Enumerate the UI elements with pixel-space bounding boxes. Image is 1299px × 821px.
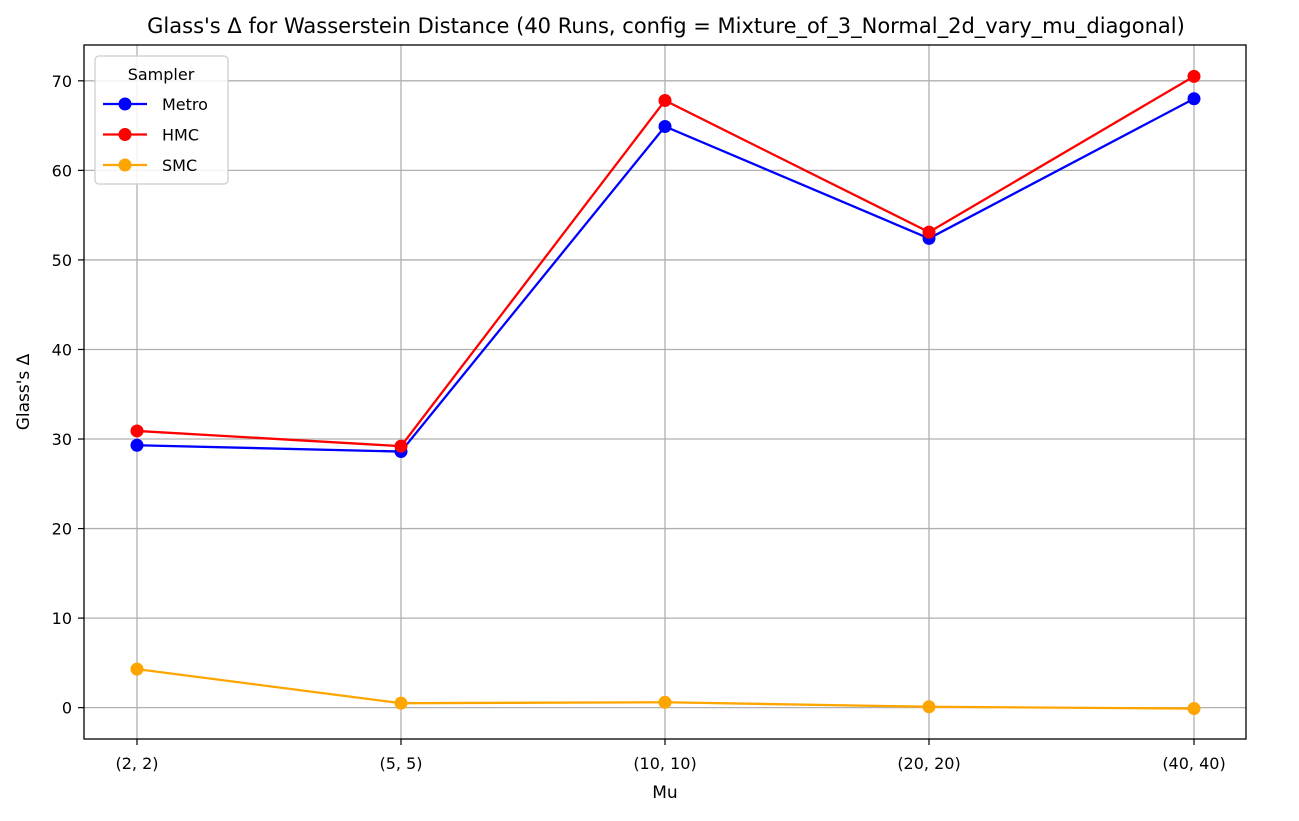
legend-swatch-marker — [118, 97, 132, 111]
data-point — [658, 94, 672, 108]
y-tick-label: 10 — [52, 609, 72, 628]
legend: Sampler Metro HMC SMC — [94, 55, 229, 185]
data-point — [922, 700, 936, 714]
y-tick-label: 70 — [52, 72, 72, 91]
legend-box — [94, 55, 229, 185]
y-axis-label: Glass's Δ — [14, 353, 34, 430]
legend-swatch-marker — [118, 128, 132, 141]
legend-title: Sampler — [128, 65, 195, 84]
legend-label: HMC — [162, 126, 199, 145]
x-tick-label: (5, 5) — [379, 754, 422, 773]
data-point — [922, 225, 936, 239]
data-point — [658, 695, 672, 709]
y-tick-label: 50 — [52, 251, 72, 270]
x-tick-label: (20, 20) — [897, 754, 960, 773]
legend-entries: Metro HMC SMC — [103, 95, 208, 175]
legend-label: Metro — [162, 95, 208, 114]
x-axis-label: Mu — [652, 783, 677, 803]
legend-entry-hmc: HMC — [103, 126, 199, 145]
data-point — [130, 424, 144, 438]
legend-entry-smc: SMC — [103, 156, 197, 175]
y-tick-label: 0 — [62, 699, 72, 718]
legend-entry-metro: Metro — [103, 95, 208, 114]
y-tick-label: 20 — [52, 520, 72, 539]
series-hmc — [130, 69, 1201, 453]
legend-swatch-marker — [118, 158, 132, 172]
data-point — [394, 439, 408, 453]
series-smc — [130, 662, 1201, 716]
data-point — [130, 662, 144, 676]
y-tick-label: 30 — [52, 430, 72, 449]
data-point — [394, 696, 408, 710]
data-point — [130, 438, 144, 452]
legend-label: SMC — [162, 156, 197, 175]
x-tick-label: (10, 10) — [633, 754, 696, 773]
data-point — [1187, 92, 1201, 106]
series-layer — [130, 69, 1201, 716]
y-tick-label: 40 — [52, 340, 72, 359]
y-tick-label: 60 — [52, 161, 72, 180]
x-tick-label: (2, 2) — [115, 754, 158, 773]
data-point — [658, 119, 672, 133]
data-point — [1187, 69, 1201, 83]
chart-title: Glass's Δ for Wasserstein Distance (40 R… — [147, 14, 1185, 39]
data-point — [1187, 702, 1201, 716]
ticks: (2, 2) (5, 5) (10, 10) (20, 20) (40, 40) 0 10 2… — [52, 72, 1226, 773]
x-tick-label: (40, 40) — [1162, 754, 1225, 773]
